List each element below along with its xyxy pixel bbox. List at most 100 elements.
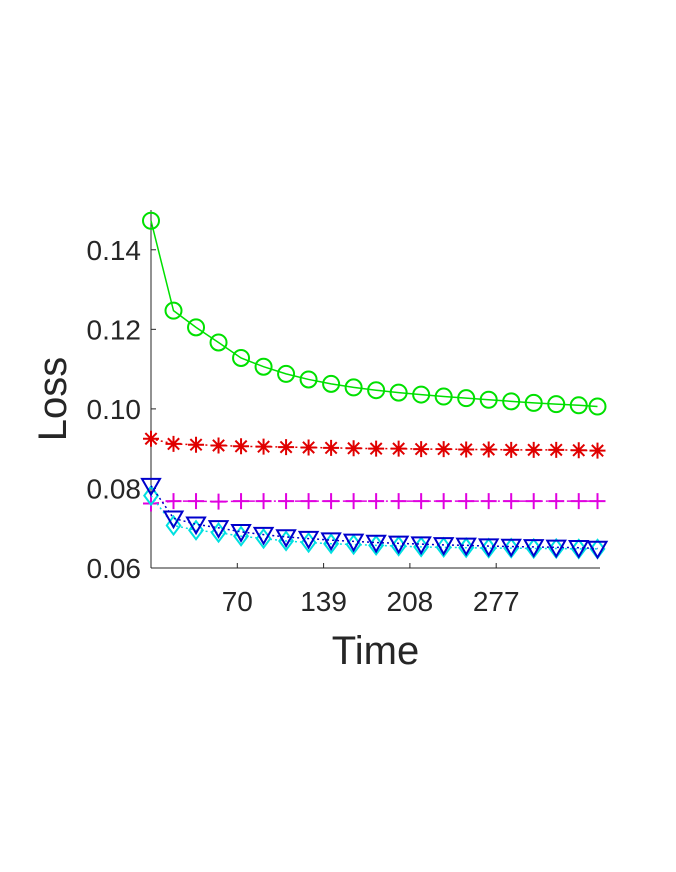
triangle-down-marker	[432, 537, 455, 556]
triangle-down-marker	[410, 536, 432, 556]
triangle-down-marker	[230, 524, 252, 543]
circle-marker	[479, 390, 498, 409]
asterisk-marker	[589, 442, 606, 459]
diamond-marker	[210, 521, 227, 544]
circle-marker	[389, 383, 408, 402]
plus-marker	[345, 493, 362, 510]
plus-marker	[188, 493, 205, 510]
y-axis-title: Loss	[31, 357, 75, 442]
triangle-down-marker	[455, 537, 477, 557]
x-axis-title: Time	[332, 629, 419, 673]
y-tick-label: 0.12	[87, 314, 142, 345]
asterisk-marker	[525, 441, 542, 458]
asterisk-marker	[345, 440, 362, 457]
plus-marker	[255, 493, 272, 510]
circle-marker	[569, 396, 588, 415]
plus-marker	[278, 493, 295, 510]
asterisk-marker	[210, 437, 227, 454]
circle-marker	[187, 318, 206, 337]
diamond-marker	[143, 484, 159, 507]
circle-marker	[209, 333, 228, 352]
circle-marker	[502, 392, 521, 411]
circle-marker	[142, 211, 160, 230]
y-tick-label: 0.06	[87, 553, 142, 584]
triangle-down-marker	[320, 532, 342, 552]
asterisk-marker	[435, 441, 452, 458]
series-line	[150, 220, 598, 408]
series-circle	[142, 211, 607, 416]
asterisk-marker	[390, 440, 407, 457]
asterisk-marker	[570, 442, 587, 459]
circle-marker	[344, 378, 363, 397]
plus-marker	[589, 493, 606, 510]
asterisk-marker	[233, 438, 250, 455]
circle-marker	[164, 301, 183, 320]
asterisk-marker	[323, 439, 340, 456]
circle-marker	[457, 389, 476, 408]
diamond-marker	[165, 514, 182, 537]
triangle-down-marker	[297, 530, 320, 550]
y-tick-label: 0.14	[87, 235, 142, 266]
triangle-down-marker	[387, 535, 410, 555]
x-tick-label: 70	[222, 586, 253, 617]
x-tick-label: 277	[473, 586, 520, 617]
circle-marker	[434, 387, 453, 406]
x-tick-label: 139	[300, 586, 347, 617]
triangle-down-marker	[568, 539, 590, 559]
plus-marker	[165, 493, 182, 510]
plus-marker	[480, 493, 497, 510]
triangle-down-marker	[252, 526, 275, 546]
plus-marker	[300, 493, 317, 510]
triangle-down-marker	[342, 533, 365, 553]
plus-marker	[413, 493, 430, 510]
triangle-down-marker	[545, 539, 567, 559]
plus-marker	[368, 493, 385, 510]
circle-marker	[299, 370, 318, 389]
plus-marker	[525, 493, 542, 510]
triangle-down-marker	[275, 529, 297, 548]
triangle-down-marker	[500, 538, 522, 558]
circle-marker	[547, 395, 566, 414]
triangle-down-marker	[185, 516, 207, 536]
asterisk-marker	[413, 441, 430, 458]
plot-axes: 0.06 0.08 0.10 0.12 0.14 70 139 208 277	[87, 210, 600, 617]
triangle-down-marker	[365, 534, 387, 554]
plus-marker	[548, 493, 565, 510]
asterisk-marker	[480, 441, 497, 458]
asterisk-marker	[255, 438, 272, 455]
asterisk-marker	[503, 441, 520, 458]
asterisk-marker	[143, 430, 159, 447]
triangle-down-marker	[477, 538, 500, 558]
plus-marker	[570, 493, 587, 510]
asterisk-marker	[188, 436, 205, 453]
circle-marker	[524, 393, 543, 412]
circle-marker	[588, 397, 607, 416]
y-tick-label: 0.08	[87, 473, 142, 504]
x-tick-label: 208	[387, 586, 434, 617]
circle-marker	[322, 374, 341, 393]
asterisk-marker	[300, 439, 317, 456]
plus-marker	[233, 493, 250, 510]
circle-marker	[232, 348, 251, 367]
plus-marker	[210, 493, 227, 510]
plus-marker	[458, 493, 475, 510]
circle-marker	[277, 364, 296, 383]
series-plus	[143, 493, 606, 512]
triangle-down-marker	[586, 540, 609, 560]
circle-marker	[367, 381, 386, 400]
plus-marker	[435, 493, 452, 510]
asterisk-marker	[458, 441, 475, 458]
asterisk-marker	[548, 441, 565, 458]
triangle-down-marker	[207, 520, 230, 539]
series-asterisk	[143, 430, 606, 459]
circle-marker	[254, 357, 273, 376]
axis-labels: Time Loss	[31, 357, 419, 673]
triangle-down-marker	[140, 477, 162, 497]
asterisk-marker	[278, 439, 295, 456]
plus-marker	[323, 493, 340, 510]
series-triangle-down	[140, 477, 609, 560]
plus-marker	[390, 493, 407, 510]
triangle-down-marker	[162, 510, 185, 530]
circle-marker	[412, 385, 431, 404]
